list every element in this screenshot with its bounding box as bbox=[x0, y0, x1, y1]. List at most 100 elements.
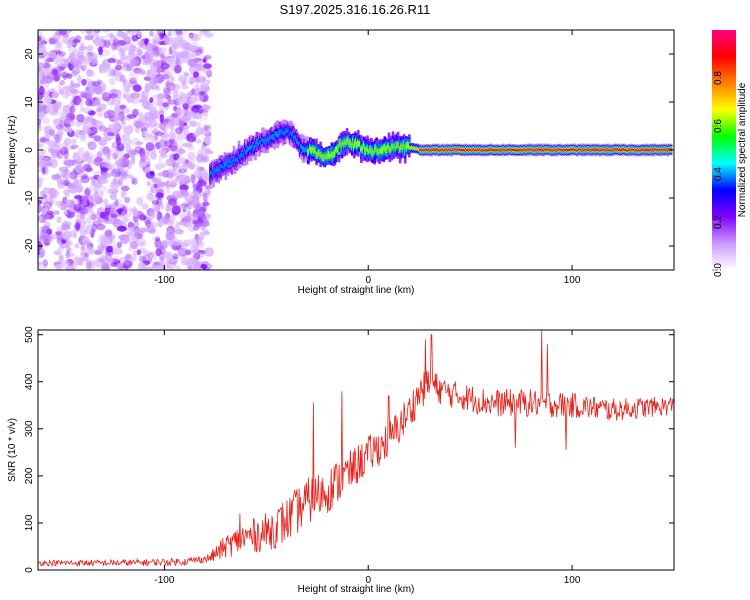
noise-blob bbox=[130, 176, 136, 185]
noise-blob bbox=[119, 45, 127, 55]
noise-blob bbox=[39, 160, 45, 167]
noise-blob bbox=[116, 31, 126, 38]
noise-blob bbox=[164, 122, 172, 130]
noise-blob bbox=[161, 240, 169, 249]
noise-blob bbox=[197, 108, 204, 114]
noise-blob bbox=[177, 74, 184, 83]
noise-blob bbox=[53, 118, 60, 124]
noise-blob bbox=[38, 101, 46, 110]
noise-blob bbox=[97, 244, 107, 251]
noise-blob bbox=[134, 146, 143, 154]
noise-blob bbox=[197, 236, 203, 246]
noise-blob bbox=[87, 155, 93, 165]
noise-blob bbox=[73, 95, 81, 106]
noise-blob bbox=[73, 203, 82, 212]
noise-blob bbox=[206, 69, 213, 78]
noise-blob bbox=[85, 246, 95, 255]
noise-blob bbox=[53, 210, 60, 215]
noise-blob bbox=[181, 84, 189, 90]
noise-blob bbox=[98, 139, 107, 147]
spectrogram-y-axis-label: Frequency (Hz) bbox=[7, 116, 18, 185]
noise-blob bbox=[173, 58, 183, 67]
noise-blob bbox=[57, 124, 64, 131]
noise-blob bbox=[38, 178, 43, 189]
noise-blob bbox=[123, 137, 132, 147]
noise-blob bbox=[109, 93, 118, 99]
noise-blob bbox=[105, 245, 114, 253]
noise-blob bbox=[112, 177, 117, 186]
noise-blob bbox=[111, 152, 119, 159]
noise-blob bbox=[48, 37, 56, 45]
noise-blob bbox=[159, 47, 167, 55]
noise-blob bbox=[131, 156, 136, 165]
noise-blob bbox=[194, 51, 202, 56]
noise-blob bbox=[187, 238, 198, 247]
noise-blob bbox=[115, 64, 123, 71]
noise-blob bbox=[163, 87, 172, 96]
noise-blob bbox=[97, 257, 105, 263]
noise-blob bbox=[177, 247, 188, 257]
noise-blob bbox=[197, 210, 204, 218]
noise-blob bbox=[189, 76, 196, 83]
noise-blob bbox=[119, 104, 127, 109]
noise-blob bbox=[76, 113, 85, 123]
noise-blob bbox=[126, 93, 134, 104]
noise-blob bbox=[182, 128, 189, 136]
noise-blob bbox=[72, 39, 81, 44]
noise-blob bbox=[124, 217, 130, 222]
noise-blob bbox=[195, 153, 205, 163]
noise-blob bbox=[58, 30, 67, 36]
noise-blob bbox=[195, 121, 201, 128]
noise-blob bbox=[39, 194, 49, 201]
noise-blob bbox=[113, 152, 118, 160]
noise-blob bbox=[165, 204, 171, 213]
y-tick-label: 300 bbox=[24, 420, 35, 437]
noise-blob bbox=[86, 69, 95, 77]
noise-blob bbox=[52, 145, 61, 154]
noise-blob bbox=[44, 58, 50, 68]
noise-blob bbox=[120, 210, 126, 219]
noise-blob bbox=[149, 30, 154, 37]
noise-blob bbox=[172, 190, 183, 198]
y-tick-label: 100 bbox=[24, 514, 35, 531]
noise-blob bbox=[68, 127, 73, 134]
noise-blob bbox=[132, 84, 142, 92]
noise-blob bbox=[186, 264, 194, 270]
noise-blob bbox=[144, 38, 149, 45]
noise-blob bbox=[102, 255, 111, 263]
noise-blob bbox=[54, 30, 64, 36]
colorbar-label: Normalized spectral amplitude bbox=[737, 82, 748, 217]
y-tick-label: 0 bbox=[24, 147, 35, 153]
noise-blob bbox=[159, 255, 165, 265]
noise-blob bbox=[152, 46, 162, 52]
noise-blob bbox=[38, 151, 45, 160]
noise-blob bbox=[63, 231, 73, 239]
noise-blob bbox=[167, 31, 172, 37]
noise-blob bbox=[38, 199, 43, 205]
noise-blob bbox=[154, 236, 161, 242]
noise-blob bbox=[181, 201, 192, 211]
noise-blob bbox=[76, 74, 82, 85]
noise-blob bbox=[137, 242, 145, 247]
noise-blob bbox=[91, 81, 101, 87]
noise-blob bbox=[169, 130, 176, 141]
noise-blob bbox=[165, 231, 175, 241]
noise-blob bbox=[64, 189, 70, 199]
noise-blob bbox=[202, 215, 211, 222]
noise-blob bbox=[191, 51, 196, 59]
noise-blob bbox=[148, 187, 153, 196]
noise-blob bbox=[38, 105, 44, 113]
noise-blob bbox=[169, 215, 176, 226]
noise-blob bbox=[58, 254, 64, 262]
noise-blob bbox=[155, 248, 162, 257]
noise-blob bbox=[38, 204, 43, 214]
noise-blob bbox=[189, 41, 200, 52]
spectrogram-x-axis-label: Height of straight line (km) bbox=[298, 285, 415, 296]
noise-blob bbox=[117, 178, 124, 187]
noise-blob bbox=[54, 100, 62, 111]
noise-blob bbox=[178, 119, 184, 128]
noise-blob bbox=[112, 41, 123, 46]
noise-blob bbox=[153, 37, 163, 43]
noise-blob bbox=[38, 215, 43, 222]
noise-blob bbox=[151, 39, 159, 45]
